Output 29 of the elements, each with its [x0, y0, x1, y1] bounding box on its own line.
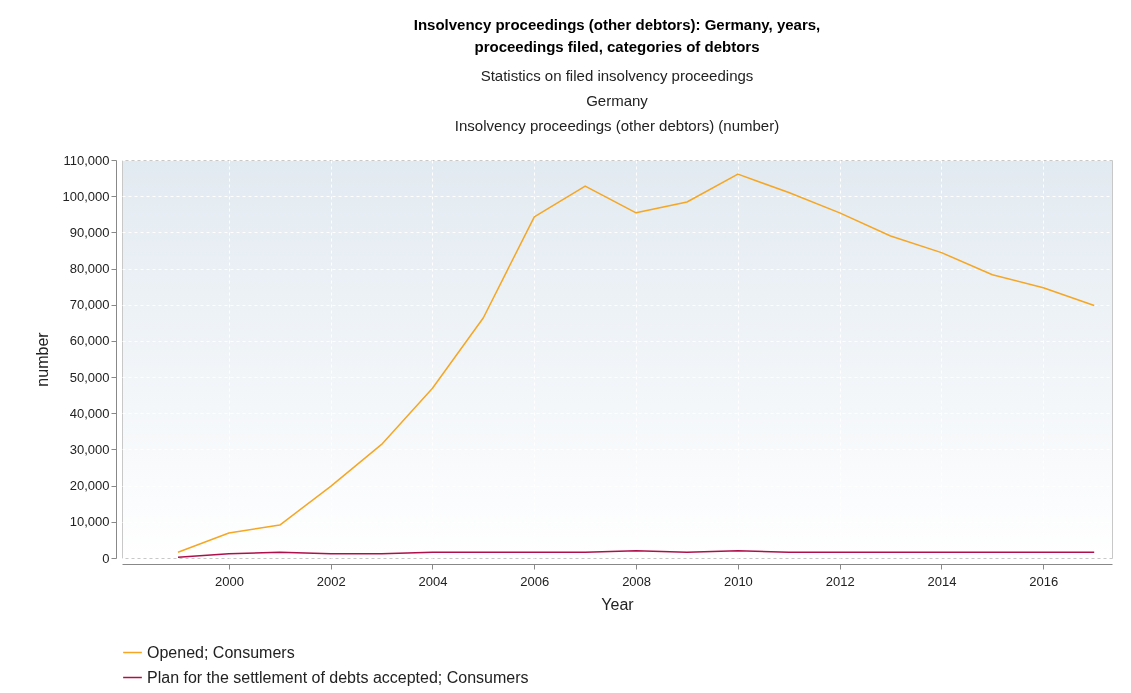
x-tick-label: 2012	[825, 573, 855, 589]
x-tick-label: 2008	[622, 573, 652, 589]
y-tick-label: 20,000	[69, 478, 110, 494]
line-series	[177, 550, 1095, 559]
x-tick-label: 2010	[723, 573, 753, 589]
legend-label: Plan for the settlement of debts accepted; Consumers	[147, 668, 529, 686]
x-tick-label: 2002	[316, 573, 346, 589]
y-tick-label: 10,000	[69, 514, 110, 530]
y-axis-title: number	[33, 331, 51, 387]
x-tick-label: 2014	[927, 573, 957, 589]
y-tick-label: 50,000	[69, 369, 110, 385]
chart-title: Insolvency proceedings (other debtors): Germany, years, proceedings filed, categories of debtors	[413, 16, 821, 55]
y-tick-label: 30,000	[69, 441, 110, 457]
y-tick-label: 80,000	[69, 261, 110, 277]
y-tick-label: 40,000	[69, 405, 110, 421]
y-tick-label: 100,000	[62, 188, 110, 204]
y-tick-label: 90,000	[69, 224, 110, 240]
y-tick-label: 0	[102, 550, 110, 566]
chart-subtitle: Statistics on filed insolvency proceedings Germany Insolvency proceedings (other debtors) (number)	[454, 67, 780, 134]
line-series	[177, 173, 1095, 553]
x-tick-label: 2006	[520, 573, 550, 589]
x-tick-label: 2000	[214, 573, 244, 589]
y-tick-label: 70,000	[69, 297, 110, 313]
x-tick-label: 2004	[418, 573, 448, 589]
x-axis-title: Year	[601, 595, 635, 613]
legend-label: Opened; Consumers	[147, 643, 295, 661]
y-tick-label: 110,000	[63, 152, 110, 168]
y-tick-label: 60,000	[69, 333, 110, 349]
x-tick-label: 2016	[1029, 573, 1059, 589]
